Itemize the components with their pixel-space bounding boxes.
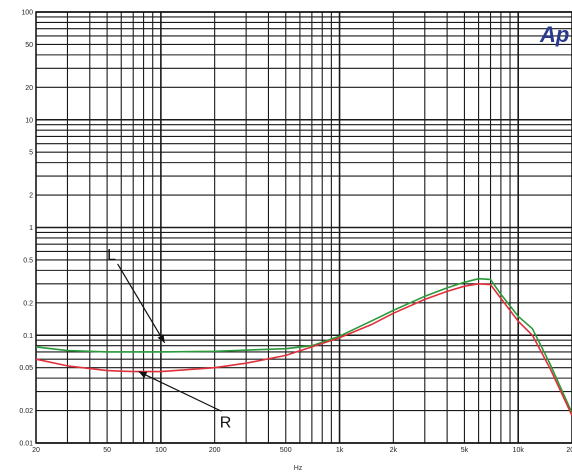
x-tick-label: 20k	[566, 447, 572, 454]
y-tick-label: 10	[25, 117, 33, 124]
y-tick-label: 5	[29, 150, 33, 157]
annotation-label: L	[107, 247, 116, 264]
y-tick-label: 0.2	[23, 300, 33, 307]
y-tick-label: 2	[29, 193, 33, 200]
series-line-2	[35, 282, 572, 416]
annotations: LR	[107, 247, 231, 431]
annotation-arrowhead	[157, 334, 165, 343]
y-tick-label: 0.02	[19, 408, 33, 415]
brand-logo: Ap	[539, 22, 569, 47]
x-tick-label: 500	[280, 447, 292, 454]
grid	[35, 11, 572, 444]
x-axis-label: Hz	[294, 465, 303, 472]
x-tick-label: 100	[155, 447, 167, 454]
y-tick-label: 0.05	[19, 365, 33, 372]
y-tick-label: 0.1	[23, 333, 33, 340]
x-tick-label: 10k	[513, 447, 525, 454]
x-tick-label: 5k	[461, 447, 469, 454]
y-tick-label: 0.01	[19, 441, 33, 448]
y-tick-label: 100	[21, 10, 33, 17]
annotation-arrow	[117, 263, 166, 344]
annotation-arrowhead	[138, 371, 148, 379]
y-tick-label: 0.5	[23, 257, 33, 264]
x-tick-label: 200	[209, 447, 221, 454]
series-line-1	[35, 277, 572, 414]
plot-frame	[35, 11, 572, 444]
x-tick-label: 50	[103, 447, 111, 454]
x-tick-label: 1k	[336, 447, 344, 454]
y-tick-label: 50	[25, 42, 33, 49]
annotation-label: R	[220, 414, 232, 431]
series-layer	[35, 277, 572, 416]
annotation-arrow	[138, 371, 222, 412]
x-tick-label: 2k	[390, 447, 398, 454]
x-tick-label: 20	[32, 447, 40, 454]
y-tick-label: 1	[29, 225, 33, 232]
y-tick-label: 20	[25, 85, 33, 92]
